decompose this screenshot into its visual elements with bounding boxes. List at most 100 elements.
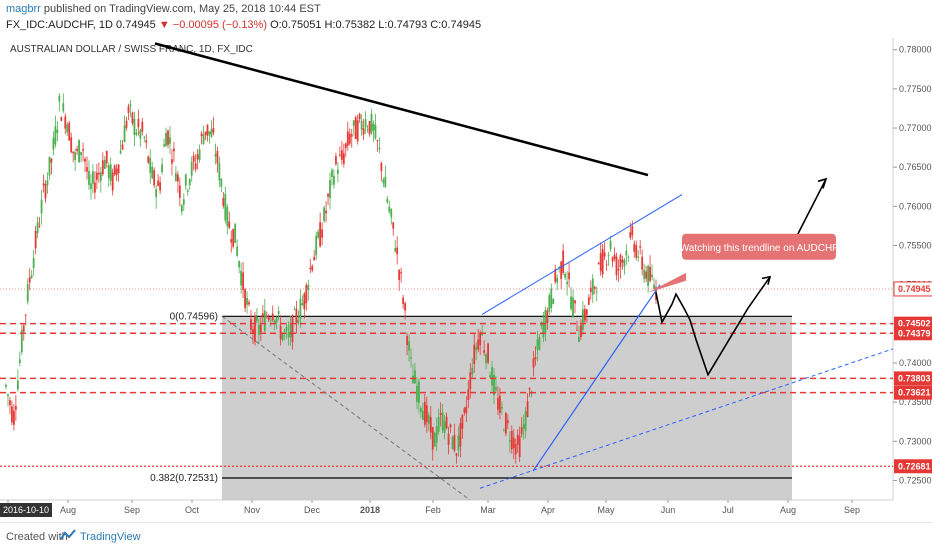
price-chart[interactable]: 0.78000 0.77500 0.77000 0.76500 0.76000 0.755… xyxy=(0,38,932,522)
candle-body xyxy=(410,357,412,359)
y-tick-label: 0.78000 xyxy=(899,45,932,55)
fib-diagonal-line xyxy=(221,315,471,501)
arrow-head-icon xyxy=(817,177,828,189)
candle-body xyxy=(319,222,322,247)
candle-body xyxy=(261,313,264,316)
candle-body xyxy=(30,275,33,278)
candle-body xyxy=(406,335,408,346)
candle-body xyxy=(364,119,367,128)
candle-body xyxy=(133,118,136,135)
candle-body xyxy=(257,324,260,335)
y-tick-label: 0.73000 xyxy=(899,436,932,446)
candle-body xyxy=(182,199,185,205)
candle-body xyxy=(180,205,183,212)
candle-body xyxy=(117,164,120,174)
x-tick-label: Nov xyxy=(244,505,261,515)
candle-body xyxy=(216,151,219,164)
candle-body xyxy=(204,131,207,135)
candle-body xyxy=(277,311,280,315)
candle-body xyxy=(111,172,114,191)
candle-body xyxy=(32,258,35,269)
candle-body xyxy=(317,231,320,238)
candle-body xyxy=(297,320,300,324)
candle-body xyxy=(194,163,197,170)
candle-body xyxy=(84,158,86,162)
y-tick-label: 0.73500 xyxy=(899,397,932,407)
candle-body xyxy=(208,131,211,135)
candle-body xyxy=(346,131,349,146)
candle-body xyxy=(338,154,341,156)
candle-body xyxy=(210,129,213,137)
candle-body xyxy=(514,444,517,455)
candle-body xyxy=(271,313,274,320)
candle-body xyxy=(40,199,43,214)
candle-body xyxy=(516,434,519,445)
candle-body xyxy=(354,117,357,140)
candle-body xyxy=(94,182,96,193)
candle-body xyxy=(613,254,616,259)
candle-body xyxy=(80,151,82,156)
candle-body xyxy=(445,416,448,429)
candle-body xyxy=(619,255,622,268)
candle-body xyxy=(90,183,92,190)
candle-body xyxy=(157,180,160,186)
candle-body xyxy=(396,247,399,255)
publisher-link[interactable]: magbrr xyxy=(6,3,41,15)
candle-body xyxy=(88,170,90,185)
candle-body xyxy=(291,315,294,343)
candle-body xyxy=(22,325,25,332)
candle-body xyxy=(580,325,582,338)
price-axis-tag-label: 0.72681 xyxy=(898,461,931,471)
candle-body xyxy=(429,417,432,433)
price-axis-tag xyxy=(894,371,932,386)
candle-body xyxy=(568,272,570,280)
candle-body xyxy=(615,256,618,276)
candle-body xyxy=(647,265,649,286)
candle-body xyxy=(418,381,420,403)
candle-body xyxy=(548,295,551,312)
candle-body xyxy=(504,413,507,434)
candle-body xyxy=(526,401,529,418)
candle-body xyxy=(147,156,150,163)
candle-body xyxy=(161,164,163,173)
candle-body xyxy=(546,310,549,324)
candle-body xyxy=(388,206,391,212)
candle-body xyxy=(188,179,191,186)
candle-body xyxy=(439,413,442,416)
candle-body xyxy=(76,148,79,151)
candle-body xyxy=(20,329,23,353)
candle-body xyxy=(350,134,353,137)
candle-body xyxy=(479,332,482,346)
candle-body xyxy=(475,346,478,351)
tradingview-brand[interactable]: TradingView xyxy=(80,531,141,543)
candle-body xyxy=(289,324,292,338)
candle-body xyxy=(635,245,638,258)
candle-body xyxy=(38,225,41,227)
candle-body xyxy=(589,287,592,292)
candle-body xyxy=(459,423,462,447)
candle-body xyxy=(153,170,156,186)
candle-body xyxy=(70,137,73,153)
candle-body xyxy=(86,167,88,172)
price-axis-tag-label: 0.74945 xyxy=(898,284,931,294)
candle-body xyxy=(605,264,608,266)
candle-body xyxy=(163,144,165,147)
candle-body xyxy=(562,250,565,273)
candle-body xyxy=(97,172,100,175)
candle-body xyxy=(242,272,244,291)
x-tick-label: 2018 xyxy=(360,505,380,515)
candle-body xyxy=(528,387,531,390)
candle-body xyxy=(222,198,225,206)
candle-body xyxy=(414,370,416,384)
candle-body xyxy=(651,274,653,278)
candle-body xyxy=(536,339,539,350)
candle-body xyxy=(303,293,306,310)
candle-body xyxy=(139,130,142,139)
candle-body xyxy=(572,297,574,317)
candle-body xyxy=(305,285,308,304)
candle-body xyxy=(184,174,187,186)
candle-body xyxy=(224,193,227,221)
candle-body xyxy=(259,324,262,333)
candle-body xyxy=(344,143,347,149)
created-with-label: Created with xyxy=(6,531,68,543)
